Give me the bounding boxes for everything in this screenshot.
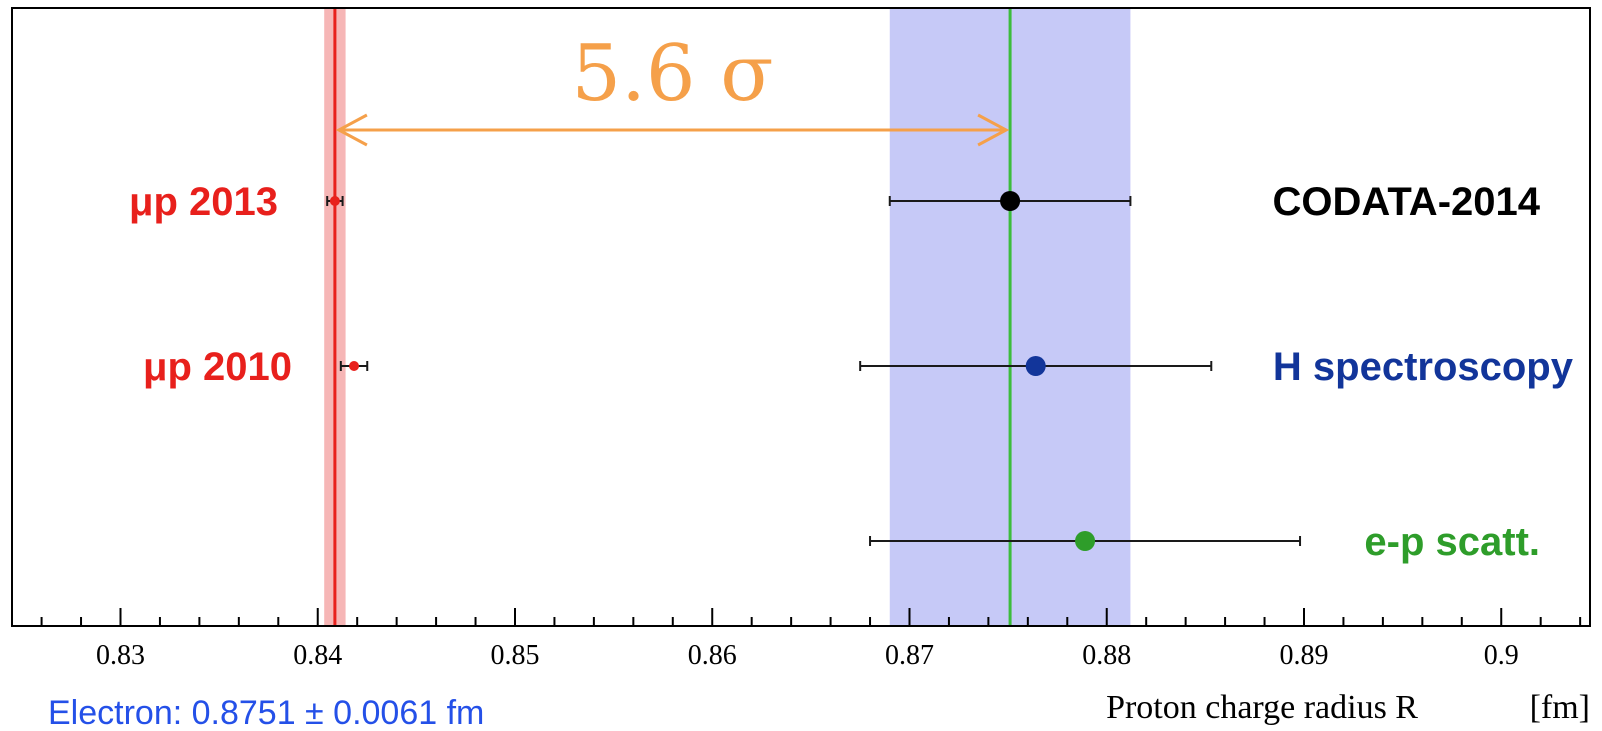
data-points: μp 2013 μp 2010 CODATA-2014 H spectroscopy e… [129,180,1574,564]
data-point-label: μp 2013 [129,180,278,224]
data-point [329,196,340,206]
electron-value-note: Electron: 0.8751 ± 0.0061 fm [48,694,484,731]
x-tick-label: 0.89 [1279,640,1328,671]
data-point-label: H spectroscopy [1273,345,1574,389]
x-tick-label: 0.85 [490,640,539,671]
plot-frame [11,7,1591,627]
sigma-label: 5.6 σ [571,29,773,119]
data-point-group: H spectroscopy [859,345,1574,389]
data-point-label: CODATA-2014 [1273,180,1541,224]
x-tick-label: 0.88 [1082,640,1131,671]
x-tick-label: 0.84 [293,640,342,671]
arrow-head-left [335,113,368,147]
x-axis-unit: [fm] [1530,689,1590,726]
data-point-group: CODATA-2014 [888,180,1541,224]
data-point-group: e-p scatt. [869,520,1540,564]
x-tick-label: 0.86 [688,640,737,671]
x-axis-label: Proton charge radius R [1106,689,1418,726]
x-tick-label: 0.83 [96,640,145,671]
data-point [349,361,360,371]
data-point [1025,356,1046,376]
x-tick-label: 0.87 [885,640,934,671]
data-point-label: e-p scatt. [1364,520,1540,564]
x-axis-ticks [40,608,1582,626]
data-point [1000,191,1021,211]
arrow-head-right [977,113,1010,147]
sigma-arrow [335,113,1010,147]
data-point-group: μp 2010 [143,345,369,389]
x-tick-label: 0.9 [1484,640,1519,671]
data-point-label: μp 2010 [143,345,292,389]
x-axis-tick-labels: 0.83 0.84 0.85 0.86 0.87 0.88 0.89 0.9 [96,640,1519,671]
data-point [1075,531,1096,551]
data-point-group: μp 2013 [129,180,344,224]
